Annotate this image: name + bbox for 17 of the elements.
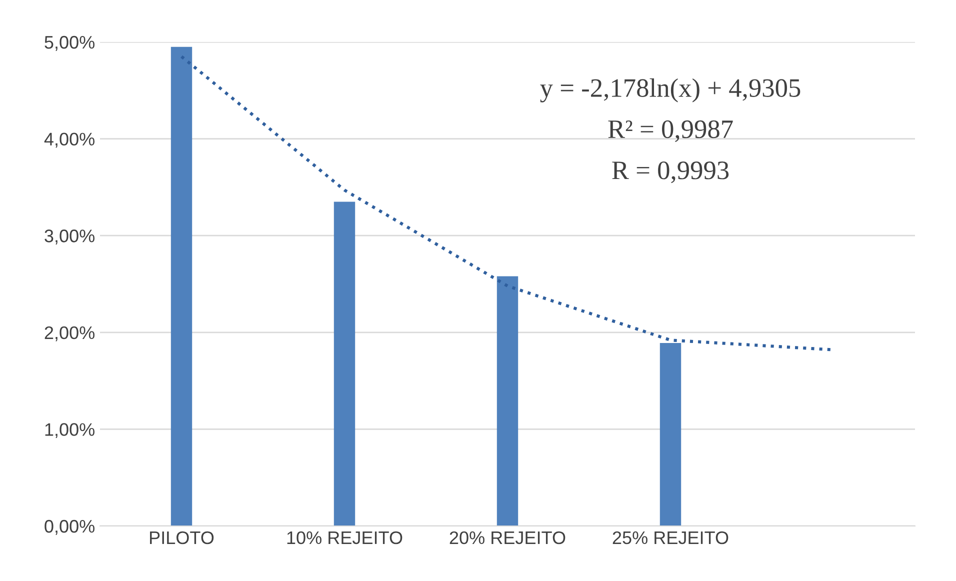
annotation: R = 0,9993 [612,161,729,184]
y-tick-label: 4,00% [44,132,94,148]
y-tick-label: 2,00% [44,326,94,342]
annotation: y = -2,178ln(x) + 4,9305 [540,78,800,102]
x-tick-label: 10% REJEITO [287,531,402,544]
bar [496,276,518,526]
y-tick-label: 0,00% [44,520,94,535]
bar [660,343,682,526]
bar [170,46,192,526]
bar [334,202,356,526]
y-tick-label: 5,00% [44,36,94,51]
x-tick-label: 20% REJEITO [450,531,566,544]
x-tick-label: PILOTO [150,531,214,544]
y-tick-label: 1,00% [45,423,94,438]
x-tick-label: 25% REJEITO [612,531,728,544]
annotation: R² = 0,9987 [608,120,733,142]
y-tick-label: 3,00% [44,230,94,244]
